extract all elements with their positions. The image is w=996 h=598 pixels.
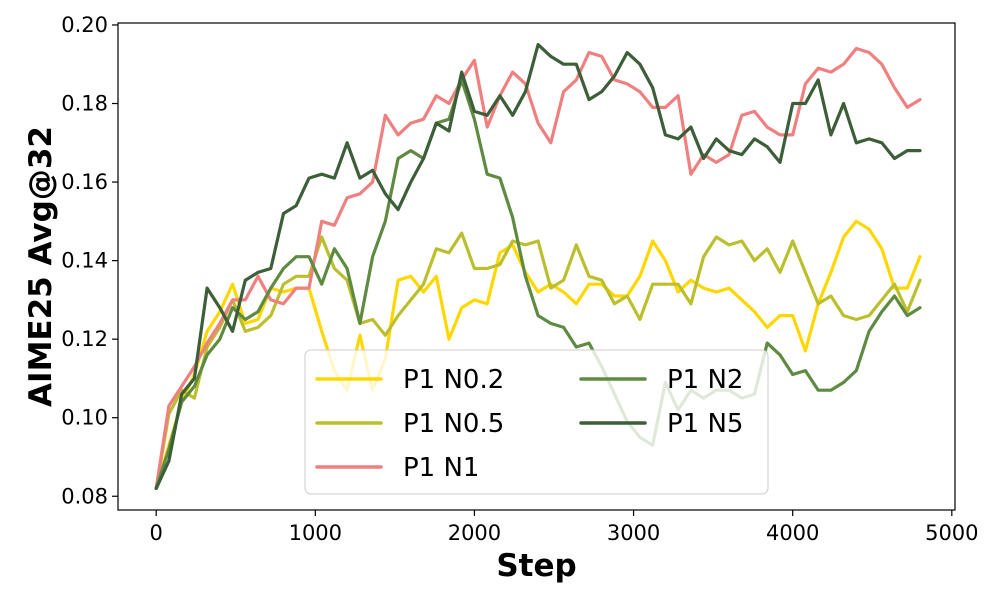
series-line-4	[154, 78, 922, 490]
x-axis-title: Step	[496, 548, 576, 584]
series-line-1	[154, 219, 922, 490]
x-tick-label: 3000	[607, 521, 660, 545]
legend: P1 N0.2 P1 N0.5 P1 N1 P1 N2 P1 N5	[304, 349, 769, 495]
y-tick-label: 0.08	[61, 484, 108, 508]
series-line-2	[154, 231, 922, 490]
x-tick-label: 4000	[766, 521, 819, 545]
y-tick-label: 0.18	[61, 92, 108, 116]
legend-label-5: P1 N5	[667, 409, 743, 439]
y-tick-label: 0.10	[61, 406, 108, 430]
plot-frame	[117, 22, 956, 511]
legend-label-3: P1 N1	[403, 453, 479, 483]
x-tick-label: 2000	[448, 521, 501, 545]
legend-frame	[304, 349, 769, 495]
legend-label-2: P1 N0.5	[403, 409, 504, 439]
series-line-5	[154, 42, 922, 490]
y-axis-ticks: 0.08 0.10 0.12 0.14 0.16 0.18 0.20	[61, 13, 118, 508]
series-line-3	[154, 46, 922, 490]
x-tick-label: 0	[150, 521, 163, 545]
y-tick-label: 0.16	[61, 170, 108, 194]
x-tick-label: 5000	[925, 521, 978, 545]
legend-label-1: P1 N0.2	[403, 365, 504, 395]
x-tick-label: 1000	[289, 521, 342, 545]
y-tick-label: 0.12	[61, 327, 108, 351]
series-layer	[154, 42, 922, 490]
x-axis-ticks: 0 1000 2000 3000 4000 5000	[150, 510, 979, 545]
y-axis-title: AIME25 Avg@32	[23, 126, 59, 407]
y-tick-label: 0.20	[61, 13, 108, 37]
y-tick-label: 0.14	[61, 249, 108, 273]
legend-label-4: P1 N2	[667, 365, 743, 395]
